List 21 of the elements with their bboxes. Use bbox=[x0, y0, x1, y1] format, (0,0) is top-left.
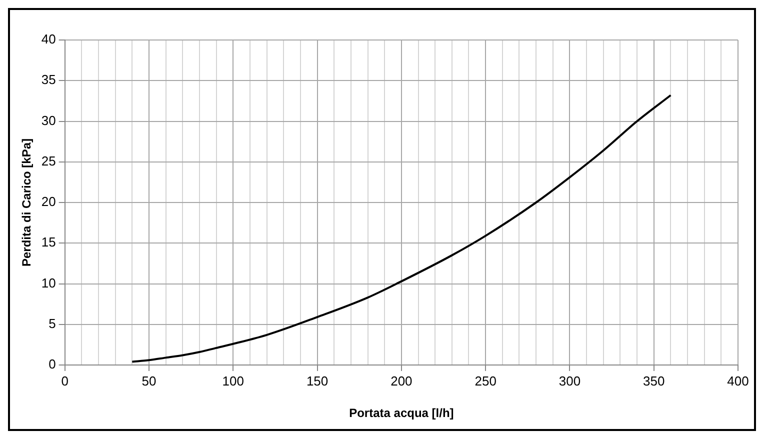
x-tick-label: 200 bbox=[390, 373, 412, 388]
x-tick-label: 300 bbox=[558, 373, 581, 388]
y-tick-label: 20 bbox=[41, 194, 56, 210]
x-tick-label: 350 bbox=[643, 373, 665, 388]
y-tick-label: 5 bbox=[48, 316, 56, 331]
y-tick-label: 35 bbox=[41, 72, 56, 88]
y-tick-label: 15 bbox=[41, 234, 56, 250]
y-tick-label: 25 bbox=[41, 153, 56, 168]
y-tick-label: 40 bbox=[41, 32, 56, 47]
line-series bbox=[131, 94, 672, 363]
x-tick-label: 400 bbox=[727, 373, 749, 388]
x-tick-label: 50 bbox=[142, 373, 156, 388]
x-tick-label: 0 bbox=[61, 373, 68, 388]
x-tick-label: 250 bbox=[474, 373, 496, 388]
y-tick-label: 10 bbox=[41, 275, 56, 290]
x-tick-label: 100 bbox=[222, 373, 244, 388]
x-axis-title: Portata acqua [l/h] bbox=[349, 406, 454, 420]
y-axis-title: Perdita di Carico [kPa] bbox=[20, 138, 34, 267]
y-tick-label: 0 bbox=[48, 356, 56, 372]
y-tick-label: 30 bbox=[41, 112, 56, 128]
x-tick-label: 150 bbox=[306, 373, 328, 388]
